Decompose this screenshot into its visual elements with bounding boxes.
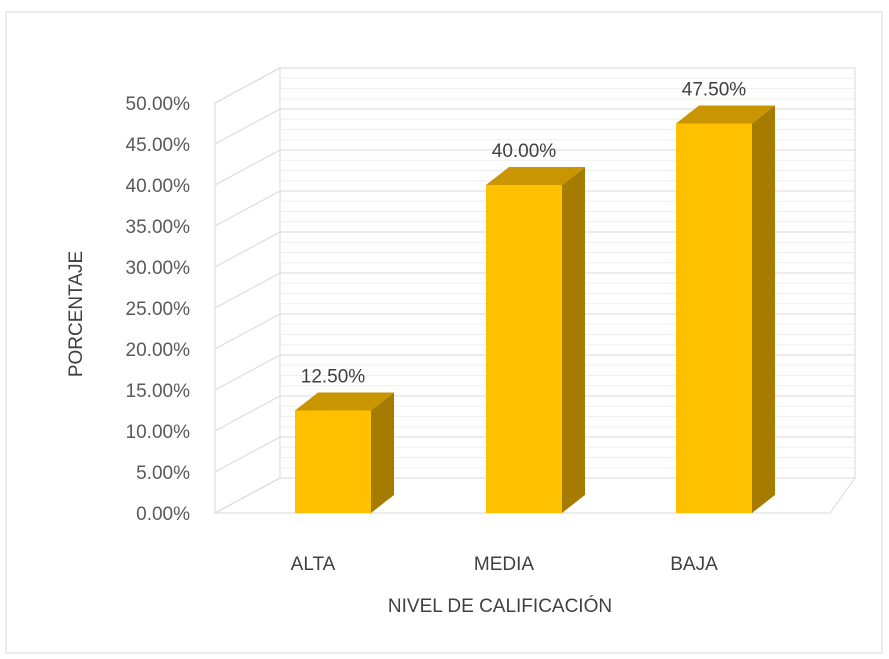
bar-front	[676, 123, 752, 513]
x-axis-categories: ALTA MEDIA BAJA	[291, 554, 718, 575]
gridline	[214, 231, 855, 268]
gridline	[214, 313, 855, 350]
bar-alta: 12.50%	[295, 367, 394, 513]
bar-front	[486, 185, 562, 513]
x-category-label: ALTA	[291, 554, 336, 575]
chart-border	[5, 11, 883, 654]
y-tick-label: 25.00%	[126, 299, 191, 320]
y-tick-label: 40.00%	[126, 176, 191, 197]
bar-top	[295, 392, 394, 411]
gridline	[214, 354, 855, 391]
bar-side	[562, 167, 585, 513]
bar-top	[486, 167, 585, 185]
gridline	[214, 477, 855, 514]
x-category-label: BAJA	[670, 554, 718, 575]
gridline	[214, 149, 855, 186]
data-label: 40.00%	[492, 141, 557, 162]
bar-top	[676, 105, 775, 124]
bar-front	[295, 410, 371, 513]
gridline	[214, 272, 855, 309]
bars: 12.50% 40.00% 47.50%	[295, 80, 775, 513]
bar-side	[752, 105, 775, 513]
y-tick-label: 5.00%	[136, 463, 190, 484]
gridline	[214, 108, 855, 145]
y-tick-label: 45.00%	[126, 135, 191, 156]
y-tick-label: 10.00%	[126, 422, 191, 443]
y-tick-label: 0.00%	[136, 504, 190, 525]
gridline	[214, 436, 855, 473]
gridline	[214, 395, 855, 432]
data-label: 12.50%	[301, 367, 366, 388]
y-tick-label: 20.00%	[126, 340, 191, 361]
gridline	[214, 67, 855, 104]
y-tick-label: 50.00%	[126, 94, 191, 115]
y-axis-ticks: 0.00% 5.00% 10.00% 15.00% 20.00% 25.00% 30.00%…	[126, 94, 191, 525]
y-tick-label: 35.00%	[126, 217, 191, 238]
y-axis-title: PORCENTAJE	[66, 251, 87, 377]
bar-side	[371, 392, 394, 513]
y-tick-label: 15.00%	[126, 381, 191, 402]
x-category-label: MEDIA	[474, 554, 535, 575]
x-axis-title: NIVEL DE CALIFICACIÓN	[388, 595, 612, 617]
bar-baja: 47.50%	[676, 80, 775, 513]
y-tick-label: 30.00%	[126, 258, 191, 279]
data-label: 47.50%	[682, 80, 747, 101]
gridline	[214, 190, 855, 227]
bar-media: 40.00%	[486, 141, 585, 513]
